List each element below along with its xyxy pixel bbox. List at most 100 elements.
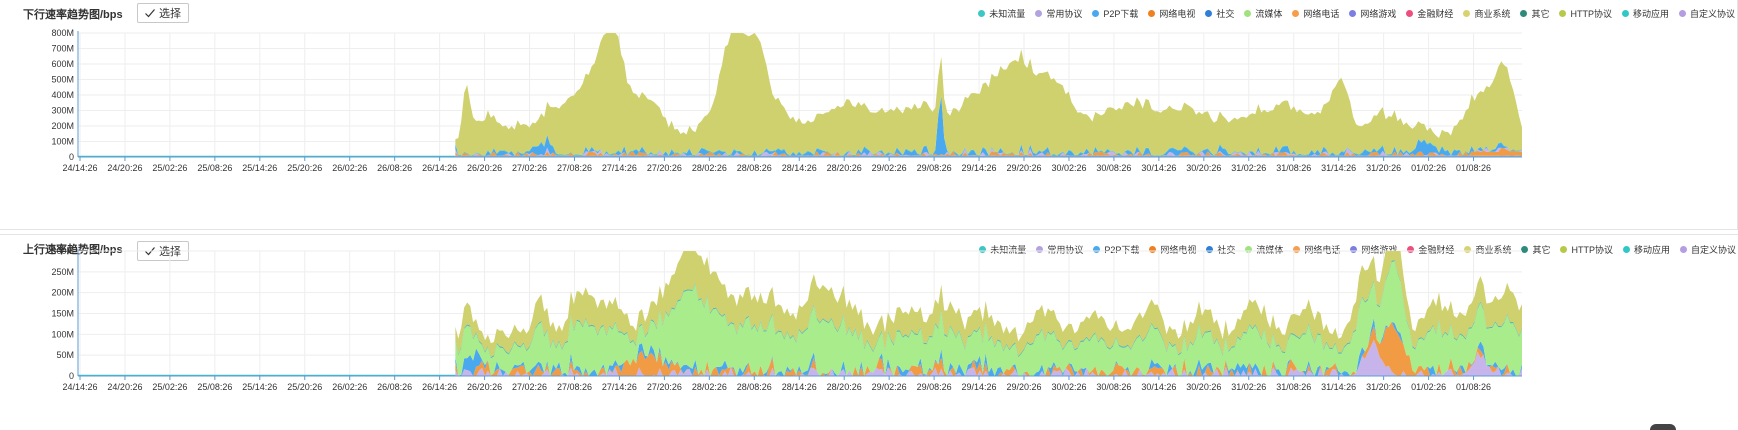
legend-item[interactable]: 常用协议	[1036, 243, 1083, 256]
legend-swatch	[1560, 246, 1568, 253]
series-area-lightgreen	[455, 261, 1522, 376]
check-icon	[145, 247, 155, 256]
legend-item[interactable]: HTTP协议	[1560, 243, 1613, 256]
upstream-legend: 未知流量 常用协议 P2P下载 网络电视 社交 流媒体 网络电话 网络游戏 金融财经 商业系统 其它…	[969, 243, 1736, 256]
legend-item[interactable]: 流媒体	[1244, 7, 1282, 20]
legend-item[interactable]: 金融财经	[1407, 243, 1454, 256]
x-tick-label: 29/02:26	[872, 163, 907, 173]
x-tick-label: 26/20:26	[467, 382, 502, 392]
legend-item[interactable]: 网络电话	[1293, 243, 1340, 256]
x-tick-label: 29/14:26	[962, 163, 997, 173]
legend-item[interactable]: P2P下载	[1093, 243, 1139, 256]
x-tick-label: 31/02:26	[1231, 163, 1266, 173]
y-tick-label: 200M	[51, 121, 74, 131]
legend-item[interactable]: 网络电视	[1148, 7, 1195, 20]
series-area-green	[455, 33, 1522, 156]
y-tick-label: 400M	[51, 90, 74, 100]
downstream-chart-title: 下行速率趋势图/bps	[23, 9, 123, 21]
x-tick-label: 25/20:26	[287, 163, 322, 173]
legend-swatch	[1559, 10, 1567, 17]
legend-label: P2P下载	[1104, 245, 1140, 255]
downstream-select-button[interactable]: 选择	[137, 3, 189, 23]
legend-item[interactable]: P2P下载	[1092, 7, 1138, 20]
legend-swatch	[1206, 246, 1214, 253]
legend-item[interactable]: 自定义协议	[1678, 7, 1735, 20]
legend-item[interactable]: 金融财经	[1406, 7, 1453, 20]
series-area-blue	[455, 96, 1522, 156]
legend-label: 流媒体	[1256, 245, 1284, 255]
legend-item[interactable]: HTTP协议	[1559, 7, 1612, 20]
x-tick-label: 27/20:26	[647, 163, 682, 173]
legend-label: 未知流量	[989, 9, 1026, 19]
legend-item[interactable]: 其它	[1520, 7, 1549, 20]
y-tick-label: 200M	[51, 288, 74, 298]
x-tick-label: 24/20:26	[107, 382, 142, 392]
x-tick-label: 29/08:26	[917, 382, 952, 392]
x-tick-label: 25/14:26	[242, 382, 277, 392]
legend-item[interactable]: 未知流量	[978, 7, 1025, 20]
x-tick-label: 01/02:26	[1411, 382, 1446, 392]
legend-label: 其它	[1532, 245, 1551, 255]
legend-label: 社交	[1217, 245, 1236, 255]
legend-item[interactable]: 网络游戏	[1350, 243, 1397, 256]
legend-swatch	[1293, 246, 1301, 253]
legend-swatch	[1149, 246, 1157, 253]
x-tick-label: 29/14:26	[962, 382, 997, 392]
legend-swatch	[1521, 246, 1529, 253]
legend-item[interactable]: 社交	[1206, 243, 1235, 256]
legend-item[interactable]: 其它	[1521, 243, 1550, 256]
x-tick-label: 27/02:26	[512, 382, 547, 392]
legend-label: 移动应用	[1632, 9, 1669, 19]
y-tick-label: 50M	[56, 350, 74, 360]
legend-item[interactable]: 常用协议	[1035, 7, 1082, 20]
legend-item[interactable]: 商业系统	[1463, 7, 1510, 20]
y-tick-label: 500M	[51, 75, 74, 85]
x-tick-label: 26/08:26	[377, 382, 412, 392]
legend-label: 网络游戏	[1361, 245, 1398, 255]
legend-swatch	[1292, 10, 1300, 17]
y-tick-label: 300M	[51, 246, 74, 256]
x-tick-label: 29/02:26	[872, 382, 907, 392]
legend-swatch	[1244, 10, 1252, 17]
legend-item[interactable]: 网络电视	[1149, 243, 1196, 256]
downstream-legend: 未知流量 常用协议 P2P下载 网络电视 社交 流媒体 网络电话 网络游戏 金融财经 商业系统 其它…	[968, 7, 1735, 20]
legend-item[interactable]: 自定义协议	[1679, 243, 1736, 256]
legend-item[interactable]: 未知流量	[979, 243, 1026, 256]
x-tick-label: 24/20:26	[107, 163, 142, 173]
legend-item[interactable]: 移动应用	[1622, 243, 1670, 256]
legend-label: 未知流量	[990, 245, 1027, 255]
legend-label: 常用协议	[1046, 9, 1083, 19]
legend-label: HTTP协议	[1571, 245, 1613, 255]
x-tick-label: 01/08:26	[1456, 163, 1491, 173]
legend-item[interactable]: 移动应用	[1621, 7, 1669, 20]
y-tick-label: 300M	[51, 106, 74, 116]
x-tick-label: 30/14:26	[1141, 163, 1176, 173]
x-tick-label: 31/02:26	[1231, 382, 1266, 392]
x-tick-label: 30/14:26	[1141, 382, 1176, 392]
legend-swatch	[1407, 246, 1415, 253]
legend-item[interactable]: 网络电话	[1292, 7, 1339, 20]
legend-item[interactable]: 网络游戏	[1349, 7, 1396, 20]
legend-swatch	[1621, 10, 1629, 17]
y-tick-label: 700M	[51, 44, 74, 54]
x-tick-label: 27/08:26	[557, 163, 592, 173]
x-tick-label: 29/20:26	[1006, 163, 1041, 173]
legend-item[interactable]: 社交	[1205, 7, 1234, 20]
x-tick-label: 25/14:26	[242, 163, 277, 173]
legend-item[interactable]: 商业系统	[1464, 243, 1511, 256]
legend-label: 商业系统	[1474, 9, 1511, 19]
scroll-thumb[interactable]	[1650, 424, 1676, 430]
x-tick-label: 27/14:26	[602, 382, 637, 392]
x-tick-label: 27/20:26	[647, 382, 682, 392]
x-tick-label: 31/20:26	[1366, 163, 1401, 173]
y-tick-label: 150M	[51, 309, 74, 319]
legend-label: 流媒体	[1255, 9, 1283, 19]
x-tick-label: 26/08:26	[377, 163, 412, 173]
x-tick-label: 31/20:26	[1366, 382, 1401, 392]
legend-label: P2P下载	[1103, 9, 1139, 19]
upstream-area-chart: 300M 250M 200M 150M 100M 50M 024/14:26 24/20:26…	[51, 246, 1522, 392]
x-tick-label: 30/02:26	[1051, 163, 1086, 173]
legend-swatch	[1520, 10, 1528, 17]
legend-item[interactable]: 流媒体	[1245, 243, 1283, 256]
legend-swatch	[1148, 10, 1156, 17]
